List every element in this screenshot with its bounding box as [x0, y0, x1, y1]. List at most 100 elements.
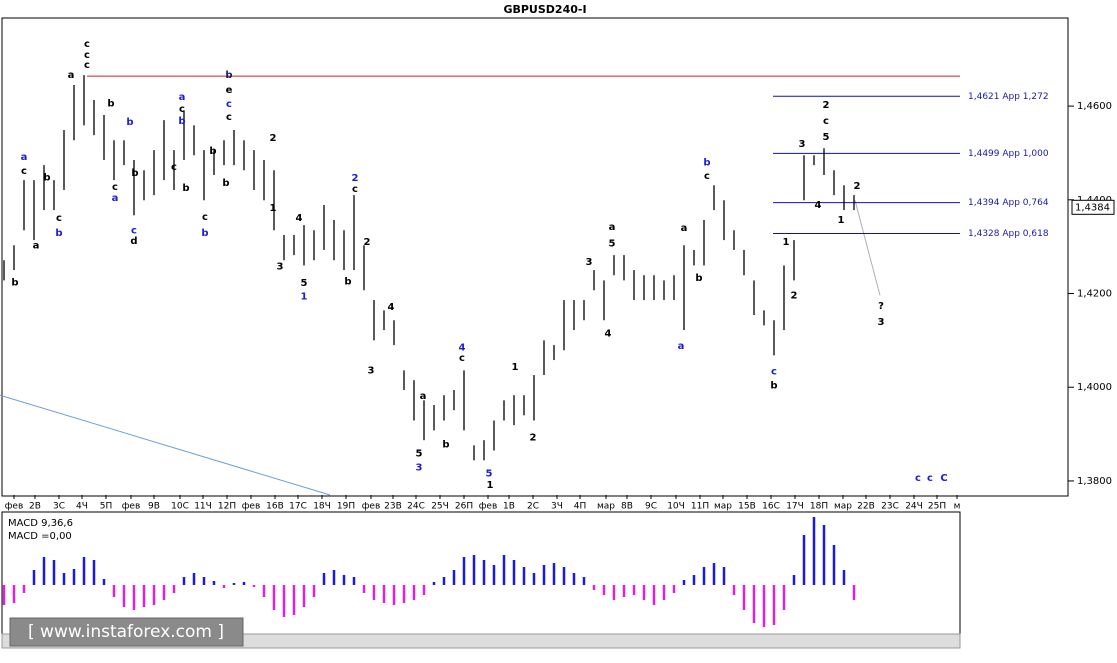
x-tick-label: 10Ч [667, 502, 685, 512]
x-tick-label: 25Ч [431, 502, 449, 512]
last-price-label: 1,4384 [1075, 202, 1110, 213]
macd-frame [1, 511, 961, 635]
wave-label: b [201, 228, 208, 239]
wave-label: b [225, 70, 232, 81]
x-tick-label: 17Ч [786, 502, 804, 512]
x-tick-label: 9В [148, 502, 160, 512]
wave-label: b [222, 178, 229, 189]
x-tick-label: фев [242, 502, 261, 512]
x-tick-label: 17С [289, 502, 307, 512]
x-tick-label: 19П [337, 502, 355, 512]
wave-label: a [21, 152, 28, 163]
wave-label: 1 [487, 480, 494, 491]
x-tick-label: 9С [645, 502, 657, 512]
x-tick-label: 24Ч [905, 502, 923, 512]
y-tick-label: 1,4200 [1077, 289, 1112, 300]
x-tick-label: 11П [691, 502, 709, 512]
wave-label: b [442, 439, 449, 450]
wave-label: e [226, 85, 233, 96]
wave-label: a [678, 341, 685, 352]
x-tick-label: 4Ч [76, 502, 88, 512]
wave-label: c [84, 50, 90, 61]
fib-label: 1,4499 App 1,000 [968, 149, 1049, 159]
wave-label: 2 [854, 181, 861, 192]
wave-label: 2 [530, 432, 537, 443]
wave-label: a [68, 70, 75, 81]
wave-label: b [182, 183, 189, 194]
wave-label: 1 [512, 362, 519, 373]
fib-label: 1,4621 App 1,272 [968, 92, 1049, 102]
wave-label: 4 [459, 342, 466, 353]
wave-label: c [226, 112, 232, 123]
x-tick-label: фев [479, 502, 498, 512]
wave-label: 4 [296, 213, 303, 224]
x-tick-label: 12П [218, 502, 236, 512]
wave-label: a [609, 222, 616, 233]
wave-label: b [55, 228, 62, 239]
trend-line [854, 200, 881, 296]
y-tick-label: 1,4600 [1077, 101, 1112, 112]
wave-label: c [226, 99, 232, 110]
wave-label: a [420, 391, 427, 402]
wave-label: 4 [388, 302, 395, 313]
wave-label: b [11, 277, 18, 288]
wave-label: b [178, 116, 185, 127]
x-tick-label: 23С [881, 502, 899, 512]
wave-label: 1 [783, 237, 790, 248]
wave-label: 3 [586, 257, 593, 268]
x-tick-label: 24С [407, 502, 425, 512]
wave-label: b [695, 273, 702, 284]
wave-label: a [112, 193, 119, 204]
wave-label: a [179, 92, 186, 103]
wave-label: a [681, 223, 688, 234]
wave-label: c [112, 182, 118, 193]
x-tick-label: 11Ч [194, 502, 212, 512]
wave-label: c [823, 116, 829, 127]
x-tick-label: 16С [762, 502, 780, 512]
wave-label: 4 [815, 200, 822, 211]
x-tick-label: фев [5, 502, 24, 512]
x-tick-label: 26П [455, 502, 473, 512]
y-tick-label: 1,3800 [1077, 476, 1112, 487]
wave-label: b [703, 157, 710, 168]
wave-label: 4 [605, 328, 612, 339]
trend-line [0, 394, 331, 496]
wave-label: b [344, 276, 351, 287]
wave-label: 2 [352, 173, 359, 184]
wave-label: c [84, 39, 90, 50]
x-tick-label: 18П [810, 502, 828, 512]
watermark: [ www.instaforex.com ] [28, 622, 224, 642]
y-tick-label: 1,4000 [1077, 382, 1112, 393]
wave-label: 1 [301, 291, 308, 302]
wave-label: 5 [301, 278, 308, 289]
wave-label: 3 [277, 261, 284, 272]
wave-label: a [33, 240, 40, 251]
wave-label: c [21, 166, 27, 177]
wave-label: c [202, 212, 208, 223]
watermark-box [9, 617, 244, 647]
x-tick-label: 8В [621, 502, 633, 512]
last-price-box [1071, 199, 1115, 215]
fib-label: 1,4394 App 0,764 [968, 198, 1049, 208]
x-tick-label: 2В [29, 502, 41, 512]
wave-label: b [131, 168, 138, 179]
x-tick-label: 18Ч [313, 502, 331, 512]
x-tick-label: 3Ч [551, 502, 563, 512]
wave-label: d [130, 236, 137, 247]
wave-label: b [126, 117, 133, 128]
wave-label: c [131, 225, 137, 236]
wave-label: b [770, 380, 777, 391]
wave-label: c [704, 171, 710, 182]
x-tick-label: 22В [857, 502, 875, 512]
x-tick-label: 23В [384, 502, 402, 512]
wave-label: 2 [364, 237, 371, 248]
x-tick-label: 25П [928, 502, 946, 512]
wave-label: 1 [270, 203, 277, 214]
x-tick-label: фев [122, 502, 141, 512]
wave-label: 2 [823, 100, 830, 111]
wave-label: c [179, 104, 185, 115]
wave-label: c [84, 60, 90, 71]
chart-title: GBPUSD240-I [503, 3, 586, 16]
